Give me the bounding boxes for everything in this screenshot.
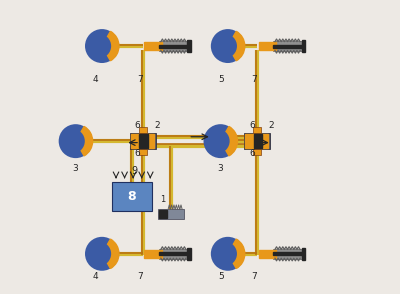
Bar <box>112 182 152 211</box>
Bar <box>131 134 139 148</box>
Bar <box>139 149 147 155</box>
Bar <box>302 248 305 260</box>
Circle shape <box>60 129 85 153</box>
Wedge shape <box>220 126 238 156</box>
Text: 2: 2 <box>268 121 274 130</box>
Bar <box>253 149 261 155</box>
Text: 6: 6 <box>135 121 140 130</box>
Bar <box>159 45 188 48</box>
Bar <box>258 42 276 50</box>
Circle shape <box>211 29 245 63</box>
Text: 8: 8 <box>128 190 136 203</box>
Wedge shape <box>228 31 245 61</box>
Circle shape <box>85 237 119 271</box>
Bar <box>244 133 270 149</box>
Circle shape <box>205 129 230 153</box>
Bar <box>130 133 156 149</box>
Circle shape <box>212 242 237 266</box>
Bar <box>159 41 188 51</box>
Circle shape <box>59 124 93 158</box>
Text: 9: 9 <box>132 166 138 176</box>
Circle shape <box>87 34 111 58</box>
Circle shape <box>85 29 119 63</box>
Wedge shape <box>102 31 119 61</box>
Bar <box>274 45 302 48</box>
Text: 3: 3 <box>73 164 78 173</box>
Text: 3: 3 <box>218 164 223 173</box>
Wedge shape <box>76 126 93 156</box>
Text: 6: 6 <box>249 149 255 158</box>
Bar <box>159 210 168 218</box>
Bar <box>254 134 262 148</box>
Bar <box>144 42 162 50</box>
Bar <box>302 40 305 52</box>
Text: 7: 7 <box>137 272 143 281</box>
Bar <box>159 252 188 255</box>
Text: 4: 4 <box>92 272 98 281</box>
Bar <box>274 252 302 255</box>
Text: 1: 1 <box>160 195 165 204</box>
Text: 4: 4 <box>92 75 98 84</box>
Text: 5: 5 <box>218 272 224 281</box>
Bar <box>188 248 191 260</box>
Wedge shape <box>102 239 119 268</box>
Bar <box>158 209 184 219</box>
Bar <box>274 248 302 259</box>
Text: 2: 2 <box>154 121 160 130</box>
Circle shape <box>204 124 238 158</box>
Bar <box>144 250 162 258</box>
Bar <box>159 248 188 259</box>
Bar <box>147 134 154 148</box>
Text: 7: 7 <box>137 75 143 84</box>
Bar <box>139 127 147 133</box>
Circle shape <box>211 237 245 271</box>
Bar <box>274 41 302 51</box>
Text: 6: 6 <box>135 149 140 158</box>
Bar <box>188 40 191 52</box>
Circle shape <box>87 242 111 266</box>
Circle shape <box>212 34 237 58</box>
Bar <box>140 134 148 148</box>
Bar <box>253 127 261 133</box>
Bar <box>258 250 276 258</box>
Bar <box>245 134 254 148</box>
Wedge shape <box>228 239 245 268</box>
Text: 6: 6 <box>249 121 255 130</box>
Text: 7: 7 <box>251 272 257 281</box>
Text: 7: 7 <box>251 75 257 84</box>
Text: 5: 5 <box>218 75 224 84</box>
Bar <box>261 134 268 148</box>
